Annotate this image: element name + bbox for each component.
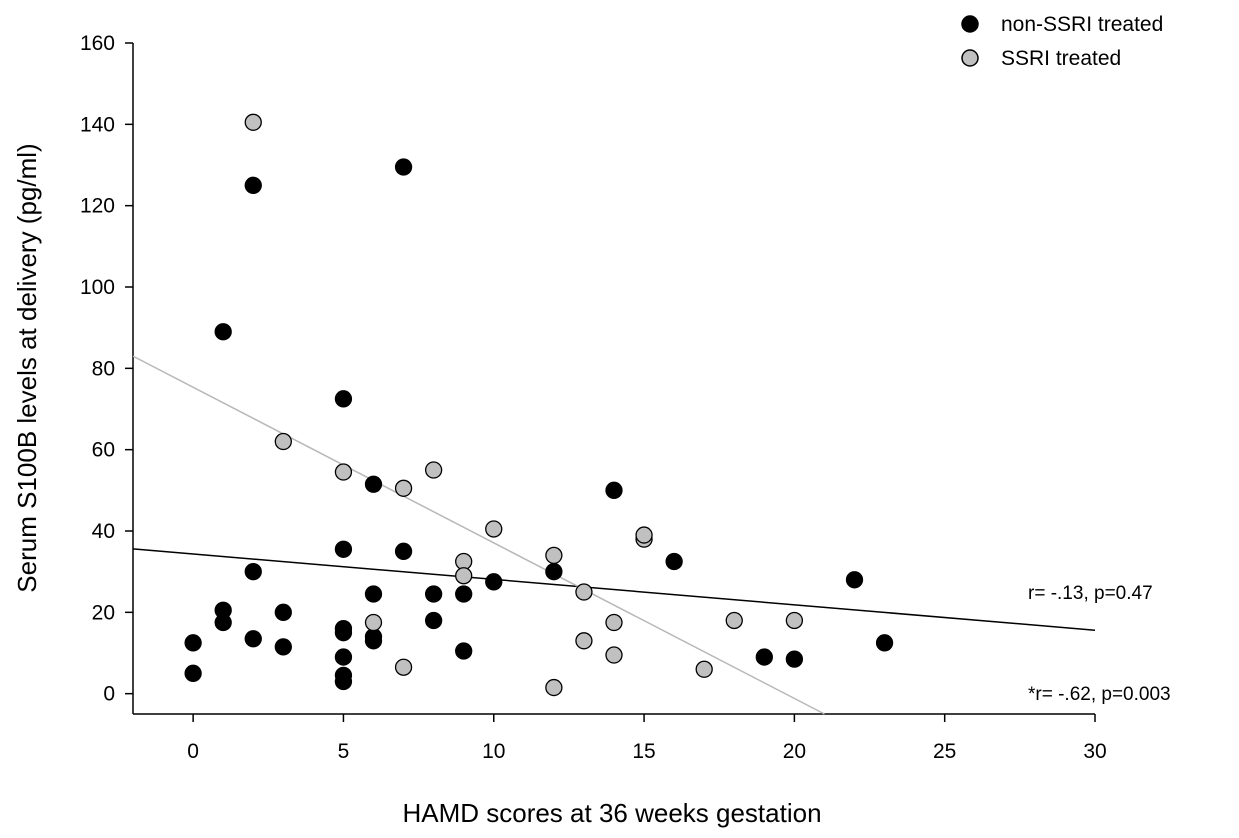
data-point-non-ssri bbox=[364, 475, 383, 493]
data-point-ssri bbox=[334, 463, 353, 481]
data-point-non-ssri bbox=[845, 571, 864, 589]
data-point-ssri bbox=[364, 613, 383, 632]
data-point-non-ssri bbox=[394, 542, 413, 560]
data-point-ssri bbox=[605, 613, 623, 632]
data-point-non-ssri bbox=[455, 642, 473, 660]
data-point-non-ssri bbox=[214, 613, 232, 632]
data-point-non-ssri bbox=[665, 552, 683, 571]
x-tick-label: 20 bbox=[783, 740, 806, 763]
data-points bbox=[184, 113, 894, 697]
y-tick-label: 60 bbox=[92, 439, 115, 462]
data-point-non-ssri bbox=[244, 630, 262, 648]
data-point-ssri bbox=[575, 632, 593, 650]
data-point-non-ssri bbox=[214, 323, 232, 341]
data-point-non-ssri bbox=[334, 648, 353, 666]
x-axis-title: HAMD scores at 36 weeks gestation bbox=[402, 798, 821, 828]
data-point-ssri bbox=[274, 432, 292, 451]
data-point-ssri bbox=[394, 479, 413, 497]
data-point-non-ssri bbox=[394, 158, 413, 176]
annotation-ssri-correlation: *r= -.62, p=0.003 bbox=[1028, 684, 1171, 705]
data-point-non-ssri bbox=[755, 648, 773, 666]
y-tick-label: 140 bbox=[80, 113, 115, 136]
y-tick-label: 80 bbox=[92, 357, 115, 380]
trendline-ssri bbox=[132, 355, 825, 715]
x-tick-label: 30 bbox=[1083, 740, 1106, 763]
x-tick-label: 10 bbox=[482, 740, 505, 763]
data-point-non-ssri bbox=[334, 624, 353, 642]
data-point-non-ssri bbox=[184, 634, 202, 652]
data-point-ssri bbox=[725, 611, 743, 630]
data-point-non-ssri bbox=[485, 573, 503, 591]
x-ticks: 0 5 10 15 20 25 30 bbox=[187, 714, 1107, 763]
x-tick-label: 5 bbox=[338, 740, 350, 763]
y-tick-label: 120 bbox=[80, 195, 115, 218]
legend-label-ssri: SSRI treated bbox=[1001, 47, 1121, 70]
y-tick-label: 40 bbox=[92, 520, 115, 543]
data-point-ssri bbox=[635, 526, 653, 544]
x-tick-label: 15 bbox=[632, 740, 655, 763]
y-tick-label: 100 bbox=[80, 276, 115, 299]
y-ticks: 0 20 40 60 80 100 120 140 160 bbox=[80, 32, 133, 706]
data-point-ssri bbox=[545, 546, 563, 565]
data-point-non-ssri bbox=[334, 672, 353, 691]
data-point-ssri bbox=[244, 113, 262, 131]
data-point-non-ssri bbox=[184, 664, 202, 682]
data-point-non-ssri bbox=[605, 481, 623, 499]
legend: non-SSRI treated SSRI treated bbox=[961, 13, 1163, 70]
data-point-ssri bbox=[695, 660, 713, 678]
data-point-non-ssri bbox=[424, 585, 443, 603]
axes bbox=[132, 43, 1095, 715]
trendline-non-ssri bbox=[132, 548, 1096, 631]
data-point-ssri bbox=[455, 567, 473, 585]
data-point-ssri bbox=[605, 646, 623, 664]
y-axis-title: Serum S100B levels at delivery (pg/ml) bbox=[12, 143, 42, 592]
y-tick-label: 160 bbox=[80, 32, 115, 55]
data-point-non-ssri bbox=[274, 638, 292, 656]
data-point-non-ssri bbox=[274, 603, 292, 621]
data-point-ssri bbox=[575, 583, 593, 601]
data-point-ssri bbox=[545, 678, 563, 697]
data-point-ssri bbox=[424, 461, 443, 479]
data-point-ssri bbox=[485, 520, 503, 538]
annotation-non-ssri-correlation: r= -.13, p=0.47 bbox=[1028, 583, 1153, 604]
data-point-non-ssri bbox=[424, 611, 443, 630]
y-tick-label: 20 bbox=[92, 601, 115, 624]
data-point-non-ssri bbox=[364, 585, 383, 603]
trendlines bbox=[132, 355, 1096, 715]
x-tick-label: 25 bbox=[933, 740, 956, 763]
data-point-non-ssri bbox=[334, 390, 353, 408]
x-tick-label: 0 bbox=[187, 740, 199, 763]
data-point-non-ssri bbox=[244, 563, 262, 581]
data-point-non-ssri bbox=[364, 632, 383, 650]
legend-marker-ssri bbox=[961, 49, 979, 67]
legend-marker-non-ssri bbox=[961, 15, 979, 33]
legend-label-non-ssri: non-SSRI treated bbox=[1001, 13, 1163, 36]
data-point-ssri bbox=[785, 611, 804, 630]
y-tick-label: 0 bbox=[103, 683, 115, 706]
data-point-non-ssri bbox=[455, 585, 473, 603]
data-point-non-ssri bbox=[334, 540, 353, 558]
data-point-non-ssri bbox=[244, 176, 262, 194]
data-point-ssri bbox=[394, 658, 413, 676]
data-point-non-ssri bbox=[785, 650, 804, 668]
data-point-non-ssri bbox=[875, 634, 894, 652]
data-point-non-ssri bbox=[545, 563, 563, 581]
